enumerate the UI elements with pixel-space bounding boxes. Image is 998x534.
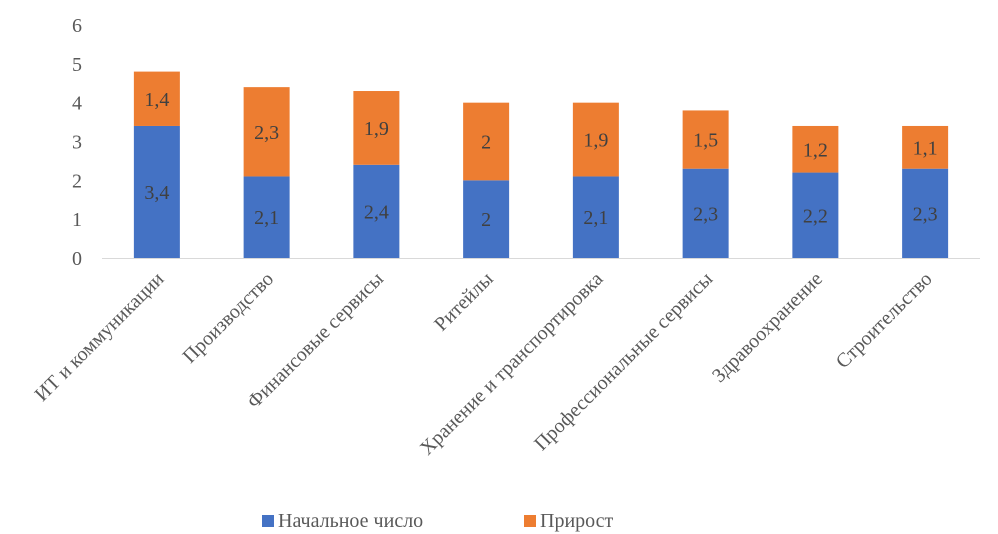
x-category-label: Ритейлы <box>430 268 498 336</box>
y-tick-label: 2 <box>72 170 82 192</box>
x-category-label: Здравоохранение <box>708 268 827 387</box>
bar-segment-growth <box>902 125 949 169</box>
legend-label-initial: Начальное число <box>278 510 423 532</box>
bar-segment-initial <box>902 168 949 258</box>
data-label: 1,4 <box>144 89 169 111</box>
legend-label-growth: Прирост <box>540 510 614 532</box>
y-tick-label: 1 <box>72 209 82 231</box>
data-label: 1,9 <box>364 118 389 140</box>
data-label: 1,9 <box>583 130 608 152</box>
bars <box>133 71 949 258</box>
data-label: 2,3 <box>913 203 938 225</box>
x-category-label: Хранение и транспортировка <box>416 268 608 460</box>
bar-segment-initial <box>682 168 729 258</box>
x-category-label: Производство <box>179 268 279 368</box>
bar-segment-initial <box>243 176 290 258</box>
data-label: 2,1 <box>254 207 279 229</box>
bar-segment-initial <box>133 125 180 258</box>
y-tick-label: 6 <box>72 15 82 37</box>
bar-segment-initial <box>572 176 619 258</box>
bar-segment-growth <box>133 71 180 126</box>
legend-swatch-growth <box>524 515 536 527</box>
data-label: 2,2 <box>803 205 828 227</box>
y-axis: 0 1 2 3 4 5 6 <box>72 15 82 270</box>
y-tick-label: 0 <box>72 248 82 270</box>
data-label: 2,3 <box>693 203 718 225</box>
data-label: 2,4 <box>364 201 389 223</box>
x-category-label: Профессиональные сервисы <box>530 268 717 455</box>
data-label: 2,1 <box>583 207 608 229</box>
data-label: 1,5 <box>693 130 718 152</box>
x-category-label: Строительство <box>832 268 937 373</box>
x-axis: ИТ и коммуникации ПроизводствоФинансовые … <box>31 258 980 460</box>
data-label: 1,1 <box>913 137 938 159</box>
bar-segment-initial <box>463 180 510 258</box>
data-label: 1,2 <box>803 139 828 161</box>
bar-segment-growth <box>792 125 839 173</box>
y-tick-label: 5 <box>72 54 82 76</box>
bar-segment-growth <box>682 110 729 169</box>
bar-segment-growth <box>572 102 619 177</box>
bar-segment-initial <box>353 164 400 258</box>
data-label: 2 <box>481 132 491 154</box>
data-label: 2,3 <box>254 122 279 144</box>
data-labels: 3,4 1,4 2,1 2,3 2,4 1,9 2 2 2,1 1,9 2,3 1,5 2,2 1,2 2,… <box>144 89 937 231</box>
data-label: 3,4 <box>144 182 169 204</box>
legend-swatch-initial <box>262 515 274 527</box>
bar-segment-growth <box>353 91 400 165</box>
y-tick-label: 3 <box>72 132 82 154</box>
y-tick-label: 4 <box>72 93 82 115</box>
legend: Начальное число Прирост <box>262 510 614 532</box>
x-category-label: ИТ и коммуникации <box>31 268 169 406</box>
bar-segment-growth <box>463 102 510 181</box>
bar-segment-growth <box>243 87 290 177</box>
bar-segment-initial <box>792 172 839 258</box>
data-label: 2 <box>481 209 491 231</box>
